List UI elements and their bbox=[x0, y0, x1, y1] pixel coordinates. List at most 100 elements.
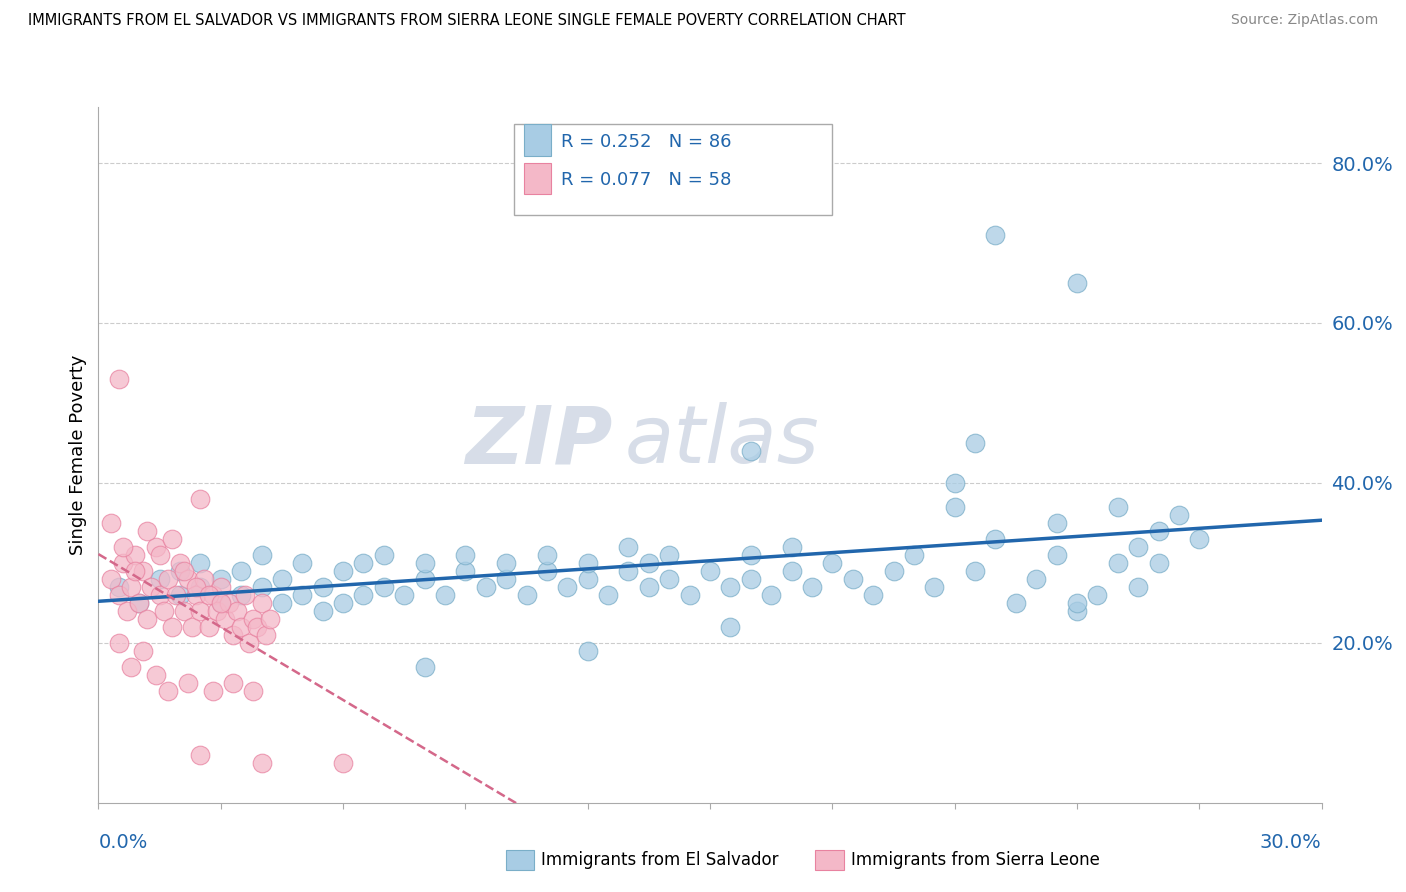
Point bbox=[740, 444, 762, 458]
Point bbox=[332, 756, 354, 770]
Point bbox=[1167, 508, 1189, 522]
Point bbox=[720, 580, 742, 594]
Point bbox=[250, 756, 273, 770]
FancyBboxPatch shape bbox=[524, 162, 551, 194]
Point bbox=[679, 588, 702, 602]
Point bbox=[740, 548, 762, 562]
Point bbox=[100, 516, 122, 530]
Y-axis label: Single Female Poverty: Single Female Poverty bbox=[69, 355, 87, 555]
Point bbox=[169, 556, 191, 570]
Point bbox=[576, 572, 599, 586]
Point bbox=[1004, 596, 1026, 610]
Point bbox=[312, 604, 335, 618]
Point bbox=[780, 564, 803, 578]
Point bbox=[250, 548, 273, 562]
Point bbox=[259, 612, 281, 626]
Point bbox=[352, 588, 374, 602]
Point bbox=[658, 572, 681, 586]
Point bbox=[658, 548, 681, 562]
Point bbox=[576, 556, 599, 570]
Point bbox=[250, 596, 273, 610]
Text: IMMIGRANTS FROM EL SALVADOR VS IMMIGRANTS FROM SIERRA LEONE SINGLE FEMALE POVERT: IMMIGRANTS FROM EL SALVADOR VS IMMIGRANT… bbox=[28, 13, 905, 29]
Point bbox=[699, 564, 721, 578]
Point bbox=[188, 580, 212, 594]
Point bbox=[149, 548, 172, 562]
Point bbox=[186, 588, 208, 602]
Point bbox=[111, 540, 134, 554]
Point bbox=[821, 556, 844, 570]
Point bbox=[108, 580, 131, 594]
Point bbox=[454, 548, 477, 562]
Point bbox=[226, 604, 249, 618]
Point bbox=[740, 572, 762, 586]
Point bbox=[173, 604, 195, 618]
Point bbox=[965, 564, 987, 578]
Point bbox=[332, 564, 354, 578]
Point bbox=[598, 588, 620, 602]
Point bbox=[1188, 532, 1211, 546]
Point bbox=[120, 580, 142, 594]
Point bbox=[1147, 556, 1170, 570]
Point bbox=[128, 596, 150, 610]
Point bbox=[474, 580, 498, 594]
Point bbox=[205, 604, 228, 618]
Point bbox=[841, 572, 863, 586]
Point bbox=[145, 540, 167, 554]
Text: 30.0%: 30.0% bbox=[1260, 833, 1322, 852]
Point bbox=[177, 572, 200, 586]
Point bbox=[617, 540, 640, 554]
Point bbox=[495, 556, 517, 570]
Point bbox=[780, 540, 803, 554]
Point bbox=[270, 596, 294, 610]
Point bbox=[1128, 580, 1150, 594]
Point bbox=[173, 564, 195, 578]
Point bbox=[1147, 524, 1170, 538]
Point bbox=[188, 556, 212, 570]
Point bbox=[188, 604, 212, 618]
Point bbox=[862, 588, 884, 602]
Point bbox=[1066, 596, 1088, 610]
Point bbox=[160, 620, 183, 634]
Point bbox=[242, 612, 264, 626]
Text: 0.0%: 0.0% bbox=[98, 833, 148, 852]
Point bbox=[965, 436, 987, 450]
Point bbox=[165, 588, 187, 602]
Point bbox=[557, 580, 579, 594]
Point bbox=[1107, 556, 1129, 570]
Point bbox=[270, 572, 294, 586]
Point bbox=[188, 491, 212, 506]
Point bbox=[201, 683, 224, 698]
Point bbox=[312, 580, 335, 594]
Point bbox=[149, 588, 172, 602]
Point bbox=[720, 620, 742, 634]
Point bbox=[373, 580, 395, 594]
Point bbox=[128, 596, 150, 610]
Point bbox=[100, 572, 122, 586]
Point bbox=[332, 596, 354, 610]
Point bbox=[238, 636, 260, 650]
Point bbox=[242, 683, 264, 698]
Point bbox=[152, 604, 174, 618]
Point bbox=[124, 564, 146, 578]
Point bbox=[233, 588, 256, 602]
Point bbox=[218, 596, 240, 610]
Point bbox=[186, 580, 208, 594]
Point bbox=[145, 668, 167, 682]
Point bbox=[984, 227, 1007, 242]
Point bbox=[1025, 572, 1047, 586]
Point bbox=[617, 564, 640, 578]
Point bbox=[1085, 588, 1108, 602]
Point bbox=[156, 572, 179, 586]
FancyBboxPatch shape bbox=[515, 124, 832, 215]
Point bbox=[576, 644, 599, 658]
Point bbox=[638, 556, 661, 570]
Point bbox=[120, 660, 142, 674]
Text: ZIP: ZIP bbox=[465, 402, 612, 480]
Text: R = 0.252   N = 86: R = 0.252 N = 86 bbox=[561, 133, 731, 151]
Point bbox=[434, 588, 457, 602]
Point bbox=[124, 548, 146, 562]
Point bbox=[1045, 548, 1069, 562]
Point bbox=[254, 628, 277, 642]
Point bbox=[392, 588, 416, 602]
Point bbox=[132, 644, 155, 658]
